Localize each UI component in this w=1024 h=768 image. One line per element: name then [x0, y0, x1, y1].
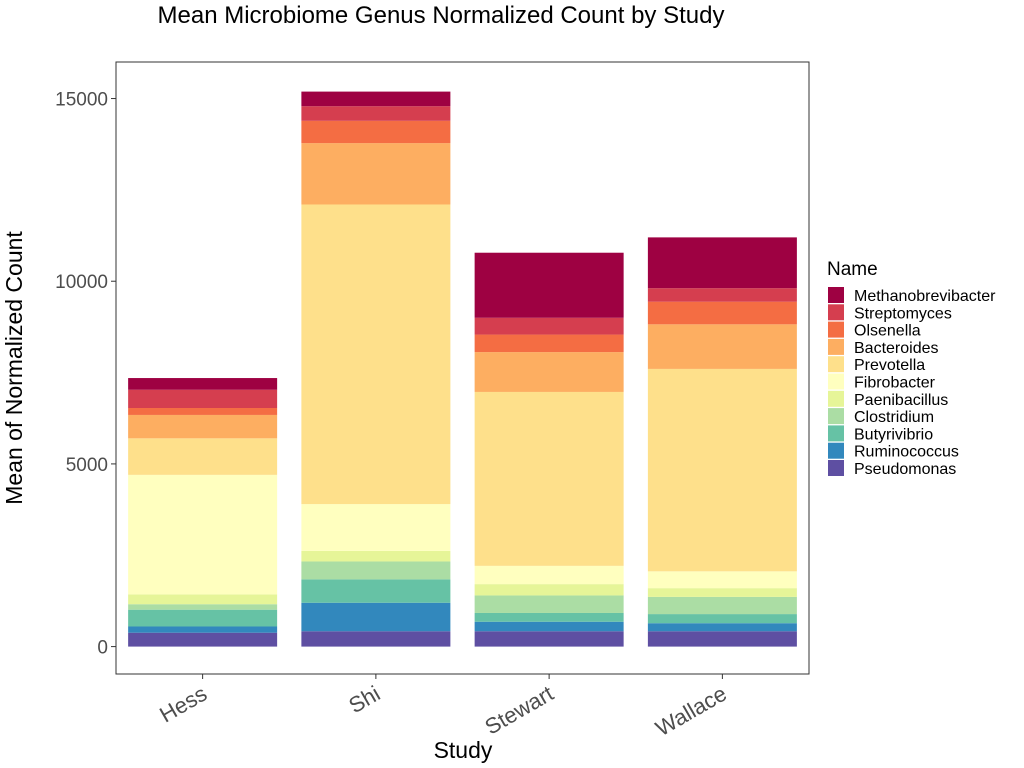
- legend-swatch-butyrivibrio: [828, 425, 844, 442]
- bar-hess-ruminococcus: [128, 626, 278, 633]
- y-tick-label: 0: [97, 638, 108, 659]
- legend-title: Name: [827, 259, 878, 280]
- bar-hess-paenibacillus: [128, 594, 278, 605]
- bar-stewart-bacteroides: [474, 352, 624, 392]
- bar-stewart-methanobrevibacter: [474, 252, 624, 318]
- legend-label-paenibacillus: Paenibacillus: [854, 392, 948, 409]
- bar-stewart-prevotella: [474, 391, 624, 566]
- bar-stewart-ruminococcus: [474, 621, 624, 632]
- bar-wallace-butyrivibrio: [647, 614, 797, 624]
- legend-swatch-ruminococcus: [828, 442, 844, 459]
- legend-swatch-bacteroides: [828, 338, 844, 355]
- bar-wallace-clostridium: [647, 596, 797, 615]
- y-tick-label: 10000: [55, 272, 108, 293]
- bar-hess-methanobrevibacter: [128, 378, 278, 390]
- bar-hess-olsenella: [128, 408, 278, 415]
- bar-wallace-pseudomonas: [647, 631, 797, 647]
- bar-wallace-streptomyces: [647, 288, 797, 302]
- bar-hess-pseudomonas: [128, 632, 278, 647]
- legend-swatch-fibrobacter: [828, 373, 844, 390]
- bar-shi-bacteroides: [301, 143, 451, 205]
- legend: Name MethanobrevibacterStreptomycesOlsen…: [827, 259, 996, 478]
- panel-border: [115, 61, 810, 675]
- bar-stewart-streptomyces: [474, 317, 624, 335]
- y-axis: 0 5000 10000 15000: [55, 90, 116, 659]
- legend-label-pseudomonas: Pseudomonas: [854, 461, 956, 478]
- bar-shi-streptomyces: [301, 106, 451, 121]
- legend-label-bacteroides: Bacteroides: [854, 340, 939, 357]
- bar-shi-prevotella: [301, 204, 451, 505]
- bar-shi-clostridium: [301, 561, 451, 580]
- bar-wallace-bacteroides: [647, 324, 797, 369]
- legend-label-ruminococcus: Ruminococcus: [854, 444, 959, 461]
- bar-hess-butyrivibrio: [128, 609, 278, 627]
- legend-swatch-clostridium: [828, 408, 844, 425]
- y-axis-title: Mean of Normalized Count: [1, 231, 27, 505]
- bar-wallace-olsenella: [647, 301, 797, 325]
- x-tick-label-hess: Hess: [155, 681, 211, 728]
- plot-area: [128, 91, 797, 647]
- bar-wallace-fibrobacter: [647, 571, 797, 589]
- bar-stewart-fibrobacter: [474, 565, 624, 585]
- bar-stewart-clostridium: [474, 595, 624, 613]
- bar-hess-clostridium: [128, 604, 278, 610]
- legend-label-methanobrevibacter: Methanobrevibacter: [854, 288, 996, 305]
- legend-swatch-prevotella: [828, 356, 844, 373]
- bar-shi-olsenella: [301, 120, 451, 144]
- bar-stewart-pseudomonas: [474, 631, 624, 647]
- legend-label-clostridium: Clostridium: [854, 409, 934, 426]
- bar-wallace-prevotella: [647, 368, 797, 572]
- bar-shi-pseudomonas: [301, 631, 451, 647]
- bar-stewart-olsenella: [474, 334, 624, 353]
- y-tick-label: 5000: [66, 455, 108, 476]
- bar-shi-methanobrevibacter: [301, 91, 451, 107]
- x-axis: Hess Shi Stewart Wallace: [155, 674, 731, 741]
- legend-label-olsenella: Olsenella: [854, 323, 921, 340]
- x-tick-label-stewart: Stewart: [481, 681, 558, 740]
- bar-wallace-paenibacillus: [647, 588, 797, 597]
- legend-label-prevotella: Prevotella: [854, 357, 925, 374]
- bar-wallace-methanobrevibacter: [647, 237, 797, 289]
- x-tick-label-wallace: Wallace: [651, 681, 731, 741]
- legend-swatch-paenibacillus: [828, 390, 844, 407]
- x-tick-label-shi: Shi: [344, 681, 384, 719]
- bar-hess-streptomyces: [128, 389, 278, 409]
- legend-label-butyrivibrio: Butyrivibrio: [854, 426, 933, 443]
- legend-swatch-streptomyces: [828, 304, 844, 321]
- bar-hess-prevotella: [128, 438, 278, 475]
- y-tick-label: 15000: [55, 90, 108, 111]
- legend-swatch-methanobrevibacter: [828, 287, 844, 303]
- bar-shi-ruminococcus: [301, 602, 451, 632]
- legend-label-fibrobacter: Fibrobacter: [854, 375, 936, 392]
- bar-shi-fibrobacter: [301, 504, 451, 551]
- bar-stewart-butyrivibrio: [474, 612, 624, 622]
- legend-swatch-olsenella: [828, 321, 844, 338]
- bar-hess-fibrobacter: [128, 474, 278, 595]
- bar-wallace-ruminococcus: [647, 623, 797, 632]
- chart-title: Mean Microbiome Genus Normalized Count b…: [158, 2, 725, 29]
- bar-shi-butyrivibrio: [301, 579, 451, 603]
- bar-stewart-paenibacillus: [474, 584, 624, 596]
- legend-swatch-pseudomonas: [828, 460, 844, 476]
- bar-hess-bacteroides: [128, 414, 278, 439]
- bar-shi-paenibacillus: [301, 550, 451, 562]
- legend-label-streptomyces: Streptomyces: [854, 305, 952, 322]
- x-axis-title: Study: [434, 737, 493, 763]
